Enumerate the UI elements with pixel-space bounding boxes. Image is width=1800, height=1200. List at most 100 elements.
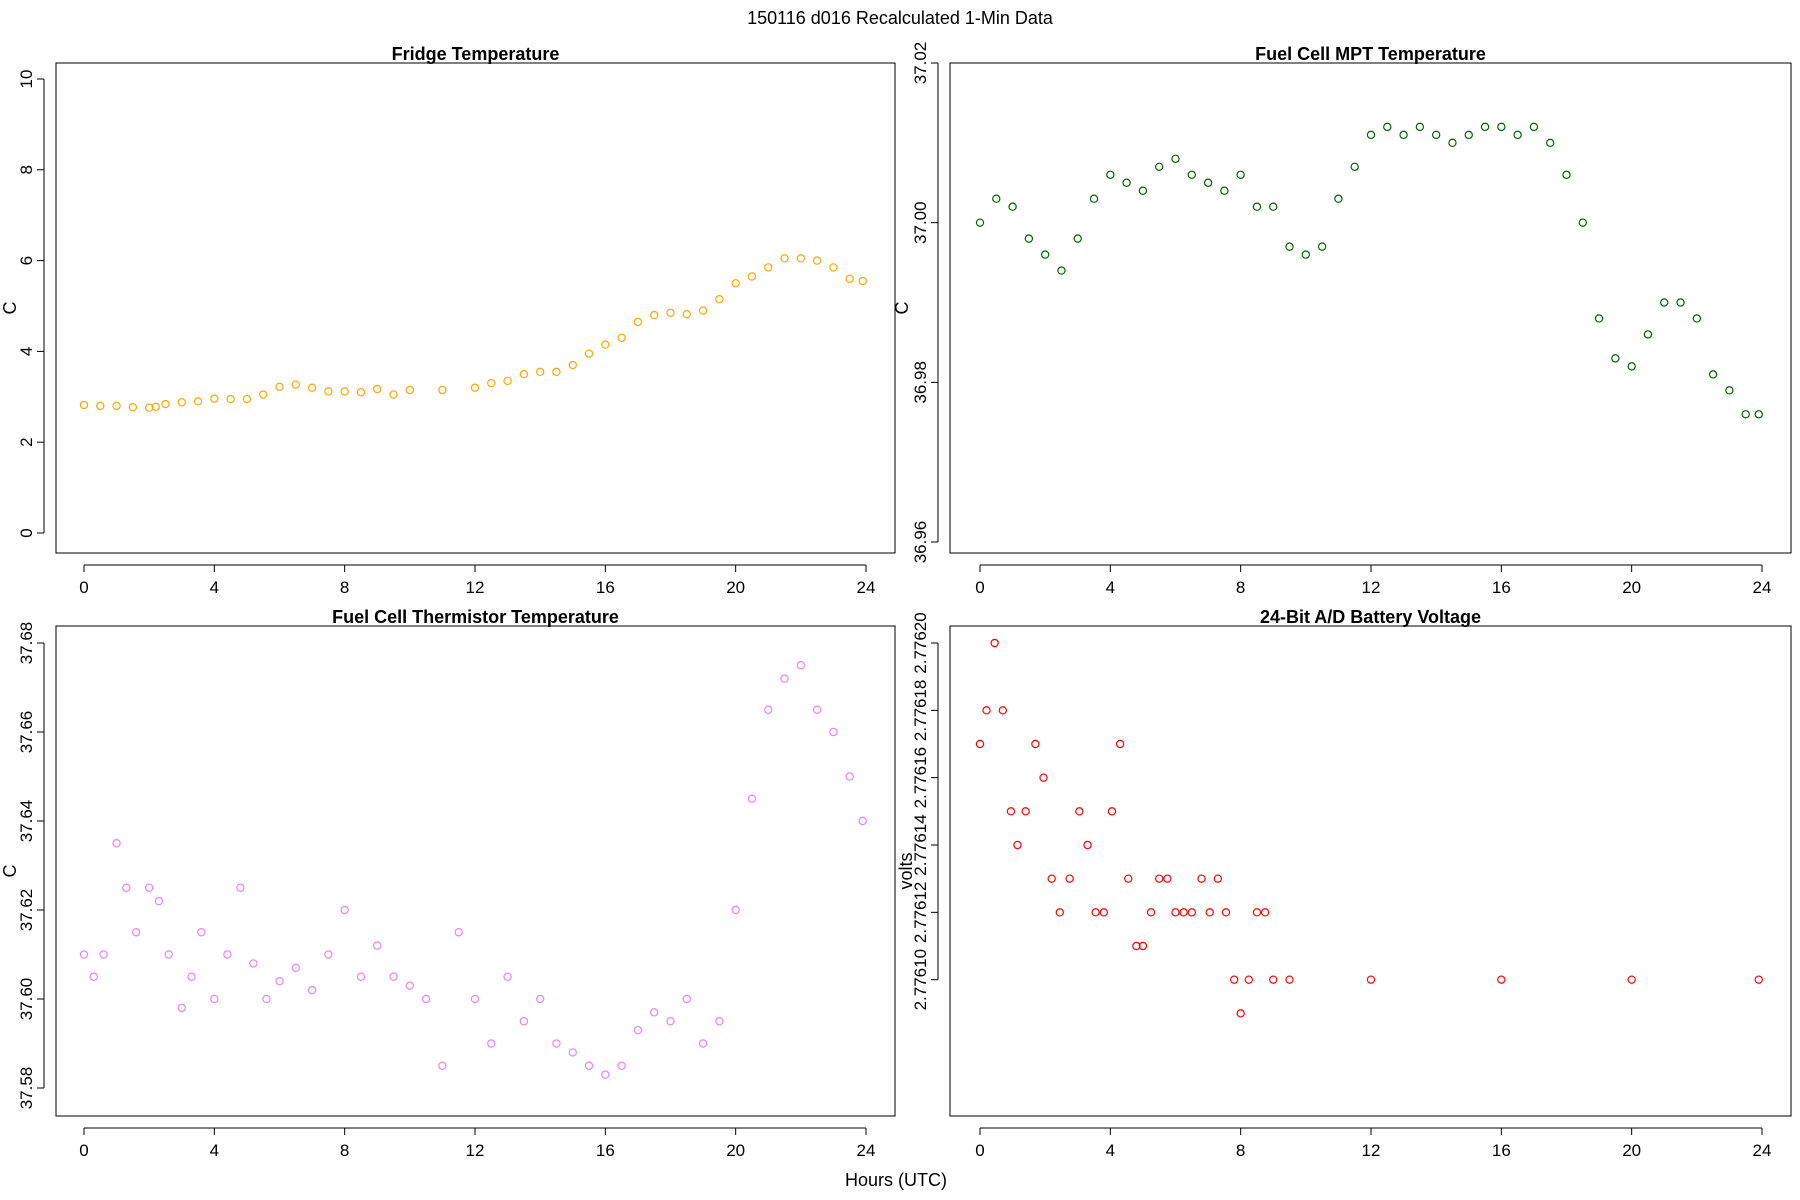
y-tick-label: 2 [17,437,36,446]
x-tick-label: 8 [340,578,349,597]
data-point [715,294,724,304]
figure-title: 150116 d016 Recalculated 1-Min Data [747,8,1054,28]
data-point [552,1039,561,1048]
y-tick-label: 37.58 [17,1067,36,1110]
data-point [1006,807,1016,816]
data-point [1146,908,1156,917]
data-point [650,1008,659,1017]
data-point [1252,908,1262,917]
y-axis-label: C [892,302,912,315]
x-tick-label: 4 [1106,578,1115,597]
x-axis-ticks: 0 4 8 12 16 20 24 [975,1127,1772,1160]
data-point [1187,908,1196,917]
plot-frame [55,62,896,554]
x-tick-label: 24 [1753,578,1772,597]
data-point [177,398,186,407]
panel-title: Fuel Cell MPT Temperature [1255,44,1486,64]
data-point [858,276,867,286]
data-point [1179,908,1188,917]
data-point [1203,178,1213,187]
data-point [373,941,382,950]
data-point [1138,186,1148,195]
x-tick-label: 20 [1622,1141,1641,1160]
data-point [1039,773,1048,782]
panel-title: Fridge Temperature [392,44,560,64]
data-point [1497,122,1506,132]
plot-frame [949,625,1792,1117]
data-point [1106,170,1115,179]
x-tick-label: 16 [1492,578,1511,597]
data-point [1171,154,1180,163]
data-points [79,254,867,412]
data-point [992,194,1001,203]
data-point [601,340,610,349]
data-point [470,383,480,392]
y-axis-ticks: 37.58 37.60 37.62 37.64 37.66 37.68 [17,622,45,1110]
data-point [617,333,626,342]
data-point [487,378,496,388]
data-point [1040,250,1050,259]
panel-battery-voltage: 24-Bit A/D Battery Voltage volts 0 4 8 12 16… [896,607,1792,1160]
x-tick-label: 12 [1362,1141,1381,1160]
data-point [1115,739,1125,749]
data-point [242,394,252,404]
data-point [1546,138,1555,148]
y-tick-label: 37.66 [17,711,36,754]
data-point [1155,162,1164,171]
data-point [262,994,271,1004]
data-point [1091,908,1100,917]
data-point [1754,975,1763,984]
x-tick-label: 4 [1106,1141,1115,1160]
data-point [210,994,219,1004]
data-point [275,382,284,392]
x-tick-label: 24 [857,578,876,597]
data-point [796,661,806,670]
x-tick-label: 24 [1753,1141,1772,1160]
data-point [340,905,349,915]
data-point [858,816,867,826]
data-point [682,309,691,319]
data-point [356,388,366,397]
x-tick-label: 12 [466,578,485,597]
data-point [1236,1009,1245,1018]
data-point [1008,202,1017,211]
data-point [373,384,382,394]
data-point [470,994,480,1004]
y-tick-label: 4 [17,347,36,356]
x-axis-ticks: 0 4 8 12 16 20 24 [79,564,876,597]
panel-mpt-temperature: Fuel Cell MPT Temperature C 0 4 8 12 16 20 24 … [892,42,1792,597]
data-point [405,385,415,395]
data-point [568,1048,577,1057]
y-axis-ticks: 36.96 36.98 37.00 37.02 [911,42,939,563]
panel-title: Fuel Cell Thermistor Temperature [332,607,619,627]
data-point [1107,807,1117,816]
data-point [197,928,206,937]
x-tick-label: 0 [79,578,88,597]
data-point [1578,218,1587,227]
data-point [1594,314,1604,323]
data-point [1285,975,1294,984]
data-point [421,994,431,1004]
data-point [79,400,89,410]
x-tick-label: 0 [975,1141,984,1160]
y-axis-ticks: 0 2 4 6 8 10 [17,70,45,538]
y-tick-label: 37.00 [911,201,930,244]
x-tick-label: 16 [596,1141,615,1160]
x-tick-label: 8 [340,1141,349,1160]
data-point [1725,386,1734,395]
data-point [1024,234,1034,243]
y-axis-label: C [0,865,20,878]
panel-title: 24-Bit A/D Battery Voltage [1260,607,1481,627]
data-point [1676,298,1685,307]
plot-frame [55,625,896,1117]
x-tick-label: 24 [857,1141,876,1160]
data-point [1055,908,1065,917]
data-point [454,928,463,937]
data-point [829,263,838,272]
data-point [633,317,643,327]
data-point [1220,186,1229,195]
data-point [161,399,170,409]
data-point [1464,130,1473,140]
y-tick-label: 37.62 [17,889,36,932]
